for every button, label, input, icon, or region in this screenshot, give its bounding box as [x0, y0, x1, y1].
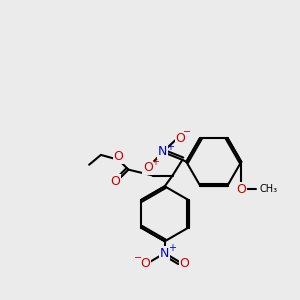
Text: O: O: [236, 183, 246, 196]
Text: O: O: [114, 150, 124, 164]
Text: +: +: [166, 142, 174, 152]
Text: +: +: [151, 157, 159, 167]
Text: CH₃: CH₃: [260, 184, 278, 194]
Text: N: N: [158, 146, 167, 158]
Text: N: N: [160, 247, 169, 260]
Text: −: −: [134, 253, 142, 263]
Text: −: −: [183, 127, 191, 137]
Text: O: O: [140, 257, 150, 270]
Text: O: O: [143, 161, 153, 174]
Text: O: O: [179, 257, 189, 270]
Text: O: O: [176, 132, 185, 145]
Text: +: +: [168, 243, 176, 253]
Text: O: O: [111, 175, 121, 188]
